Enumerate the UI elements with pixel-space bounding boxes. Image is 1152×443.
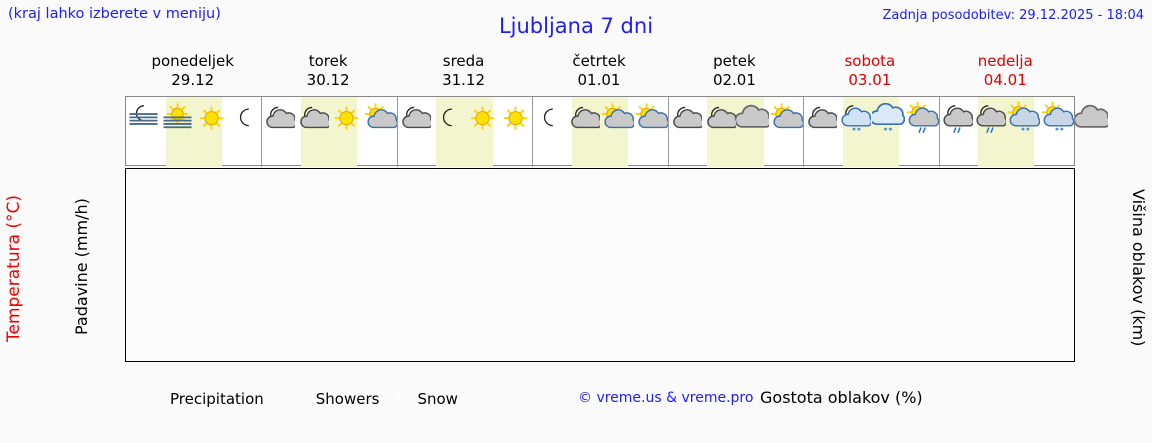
svg-text:✶: ✶ <box>887 125 893 133</box>
moon-icon <box>229 99 262 139</box>
day-separator-5 <box>803 97 805 167</box>
day-name: torek <box>308 52 348 70</box>
x-axis-tick-labels <box>125 363 1075 385</box>
moon-cloud-icon <box>669 99 704 139</box>
day-name: ponedeljek <box>151 52 234 70</box>
moon-cloud-icon <box>804 99 840 139</box>
day-separator-4 <box>667 97 669 167</box>
moon-rain-icon <box>973 99 1008 139</box>
series-legend: Precipitation Showers ✶ Snow <box>128 388 458 410</box>
sun-icon <box>330 99 363 139</box>
day-header-2: sreda 31.12 <box>396 52 531 90</box>
legend-label-precipitation: Precipitation <box>170 390 264 408</box>
day-separator-2 <box>396 97 398 167</box>
sun-cloud-icon <box>364 99 399 139</box>
day-name: petek <box>713 52 756 70</box>
sun-icon <box>466 99 499 139</box>
legend-showers: Showers <box>274 390 380 408</box>
sun-rain-icon <box>906 99 939 139</box>
location-menu-note[interactable]: (kraj lahko izberete v meniju) <box>8 6 221 22</box>
cloud-density-colorbar <box>940 387 1116 401</box>
precipitation-axis-title: Padavine (mm/h) <box>72 198 91 336</box>
day-header-3: četrtek 01.01 <box>531 52 666 90</box>
day-date: 31.12 <box>442 71 486 89</box>
cloud-snow-icon: ✶ ✶ <box>869 99 905 139</box>
day-header-0: ponedeljek 29.12 <box>125 52 260 90</box>
last-updated-label: Zadnja posodobitev: 29.12.2025 - 18:04 <box>882 8 1144 23</box>
moon-cloud-icon <box>567 99 603 139</box>
temperature-axis-title: Temperatura (°C) <box>4 194 24 342</box>
day-separator-1 <box>261 97 263 167</box>
day-header-1: torek 30.12 <box>260 52 395 90</box>
legend-precipitation: Precipitation <box>128 390 264 408</box>
cloud-icon <box>734 99 772 139</box>
sun-icon <box>499 99 532 139</box>
day-name: nedelja <box>977 52 1033 70</box>
legend-label-showers: Showers <box>315 390 380 408</box>
sun-fog-icon <box>161 99 194 139</box>
day-date: 02.01 <box>712 71 756 89</box>
day-date: 01.01 <box>577 71 621 89</box>
page-title: Ljubljana 7 dni <box>498 14 654 38</box>
snow-swatch: ✶ <box>389 393 409 406</box>
sun-cloud-icon <box>635 99 669 139</box>
fog-icon <box>127 99 160 139</box>
sun-icon <box>195 99 228 139</box>
moon-cloud-icon <box>398 99 433 139</box>
day-separator-3 <box>532 97 534 167</box>
moon-snow-icon: ✶ ✶ <box>838 99 873 139</box>
cloud-height-axis-title: Višina oblakov (km) <box>1129 188 1148 347</box>
daylight-band-1 <box>300 97 358 167</box>
day-header-strip: ponedeljek 29.12 torek 30.12 sreda 31.12 četrt… <box>125 52 1075 94</box>
daylight-band-2 <box>436 97 493 167</box>
precipitation-swatch <box>128 393 162 406</box>
cloud-density-legend-title: Gostota oblakov (%) <box>760 388 923 407</box>
day-name: sreda <box>442 52 485 70</box>
moon-icon <box>432 99 465 139</box>
day-header-4: petek 02.01 <box>667 52 802 90</box>
day-name: četrtek <box>572 52 626 70</box>
svg-text:✶: ✶ <box>856 125 862 133</box>
moon-cloud-icon <box>262 99 298 139</box>
svg-text:✶: ✶ <box>883 125 889 133</box>
plot-svg <box>126 169 1074 361</box>
svg-text:✶: ✶ <box>1059 125 1065 133</box>
cloud-icon <box>1073 99 1111 139</box>
svg-text:✶: ✶ <box>851 125 857 133</box>
copyright-link[interactable]: © vreme.us & vreme.pro <box>578 390 754 406</box>
legend-snow: ✶ Snow <box>389 390 457 408</box>
svg-text:✶: ✶ <box>1054 125 1060 133</box>
moon-cloud-icon <box>703 99 738 139</box>
day-header-5: sobota 03.01 <box>802 52 937 90</box>
legend-label-snow: Snow <box>417 390 458 408</box>
day-date: 29.12 <box>171 71 215 89</box>
moon-icon <box>533 99 566 139</box>
svg-text:✶: ✶ <box>1025 125 1031 133</box>
moon-cloud-icon <box>296 99 332 139</box>
forecast-plot-area <box>125 168 1075 362</box>
sun-cloud-icon <box>770 99 805 139</box>
sun-snow-icon: ✶ ✶ <box>1007 99 1041 139</box>
snow-star-icon: ✶ <box>395 392 404 404</box>
svg-text:✶: ✶ <box>1020 125 1026 133</box>
day-date: 04.01 <box>983 71 1027 89</box>
day-header-6: nedelja 04.01 <box>938 52 1073 90</box>
showers-swatch <box>274 393 308 406</box>
day-separator-6 <box>938 97 940 167</box>
sun-cloud-icon <box>601 99 636 139</box>
moon-rain-icon <box>940 99 974 139</box>
day-name: sobota <box>844 52 896 70</box>
weather-icon-band: ✶ ✶ ✶ ✶ ✶ ✶ ✶ ✶ <box>125 96 1111 167</box>
day-date: 30.12 <box>306 71 350 89</box>
sun-snow-icon: ✶ ✶ <box>1041 99 1075 139</box>
day-date: 03.01 <box>848 71 892 89</box>
